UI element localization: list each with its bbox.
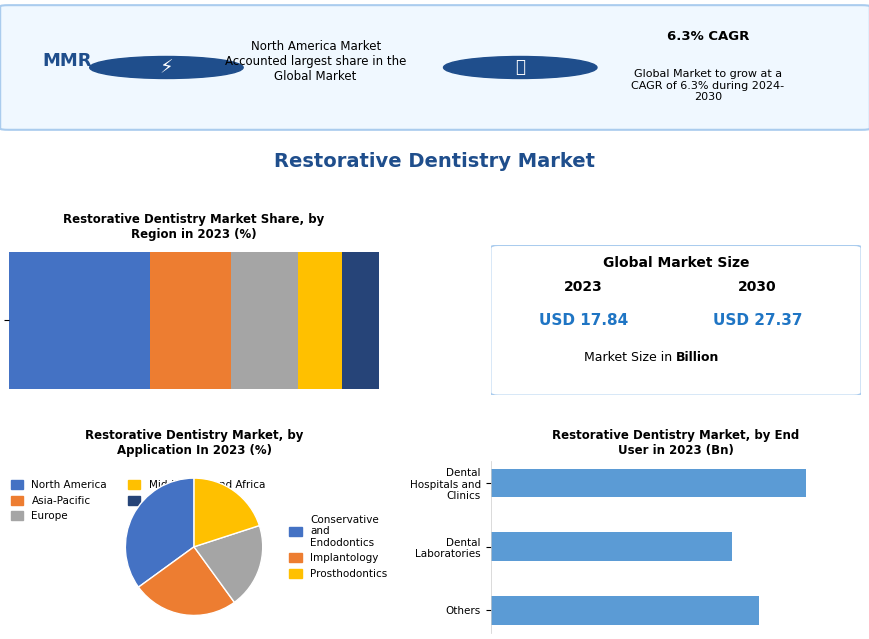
Text: ⚡: ⚡ bbox=[159, 58, 173, 77]
Bar bbox=[490, 596, 759, 625]
FancyBboxPatch shape bbox=[490, 245, 860, 396]
Title: Restorative Dentistry Market, by
Application In 2023 (%): Restorative Dentistry Market, by Applica… bbox=[85, 429, 303, 457]
Bar bbox=[490, 469, 805, 497]
Text: Billion: Billion bbox=[675, 351, 719, 364]
Legend: Conservative
and
Endodontics, Implantology, Prosthodontics: Conservative and Endodontics, Implantolo… bbox=[285, 511, 391, 583]
Bar bbox=[297, 252, 342, 389]
Legend: North America, Asia-Pacific, Europe, Middle East and Africa, South America: North America, Asia-Pacific, Europe, Mid… bbox=[6, 476, 269, 525]
Bar bbox=[231, 252, 297, 389]
Bar bbox=[149, 252, 231, 389]
Wedge shape bbox=[194, 478, 259, 547]
FancyBboxPatch shape bbox=[0, 5, 869, 130]
Circle shape bbox=[443, 56, 596, 79]
Text: Global Market Size: Global Market Size bbox=[602, 256, 748, 270]
Bar bbox=[9, 252, 149, 389]
Circle shape bbox=[90, 56, 243, 79]
Text: Restorative Dentistry Market: Restorative Dentistry Market bbox=[275, 152, 594, 171]
Text: 2030: 2030 bbox=[737, 281, 776, 294]
Text: MMR: MMR bbox=[43, 52, 92, 70]
Title: Restorative Dentistry Market Share, by
Region in 2023 (%): Restorative Dentistry Market Share, by R… bbox=[63, 213, 324, 242]
Text: USD 27.37: USD 27.37 bbox=[712, 312, 801, 328]
Text: 6.3% CAGR: 6.3% CAGR bbox=[666, 31, 748, 43]
Text: 2023: 2023 bbox=[563, 281, 602, 294]
Text: USD 17.84: USD 17.84 bbox=[538, 312, 627, 328]
Text: Market Size in: Market Size in bbox=[583, 351, 675, 364]
Text: North America Market
Accounted largest share in the
Global Market: North America Market Accounted largest s… bbox=[225, 40, 406, 83]
Wedge shape bbox=[138, 547, 234, 615]
Title: Restorative Dentistry Market, by End
User in 2023 (Bn): Restorative Dentistry Market, by End Use… bbox=[552, 429, 799, 457]
Text: Global Market to grow at a
CAGR of 6.3% during 2024-
2030: Global Market to grow at a CAGR of 6.3% … bbox=[631, 69, 784, 102]
Bar bbox=[342, 252, 379, 389]
Bar bbox=[490, 532, 731, 561]
Wedge shape bbox=[194, 525, 262, 603]
Text: 🔥: 🔥 bbox=[514, 59, 525, 77]
Wedge shape bbox=[125, 478, 194, 587]
